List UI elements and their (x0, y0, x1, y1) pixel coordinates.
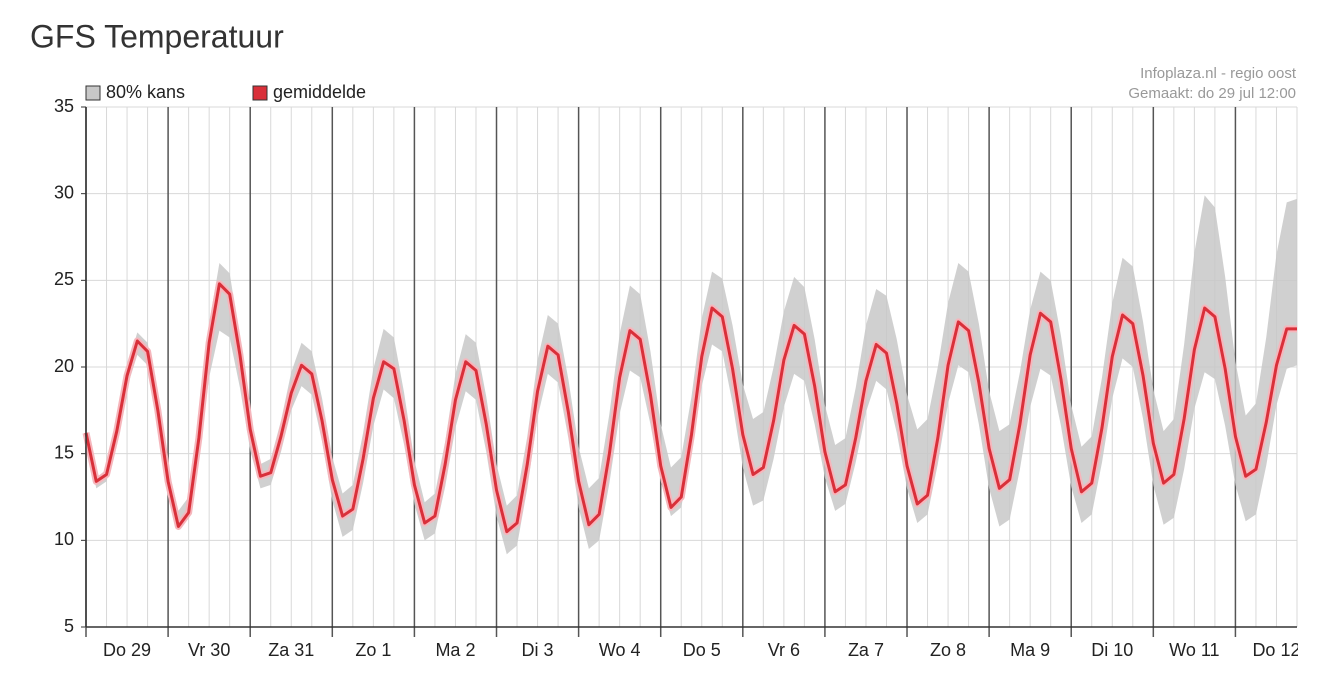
x-tick-label: Do 5 (683, 640, 721, 660)
x-tick-label: Do 12 (1252, 640, 1300, 660)
annotation: Infoplaza.nl - regio oost (1140, 65, 1297, 82)
legend-swatch (252, 85, 268, 101)
y-tick-label: 35 (54, 96, 74, 116)
y-tick-label: 15 (54, 442, 74, 462)
x-tick-label: Zo 1 (355, 640, 391, 660)
y-tick-label: 25 (54, 269, 74, 289)
x-tick-label: Do 29 (103, 640, 151, 660)
y-tick-label: 20 (54, 356, 74, 376)
y-tick-label: 10 (54, 529, 74, 549)
legend-swatch (85, 85, 101, 101)
confidence-band (86, 195, 1297, 555)
legend-label: gemiddelde (273, 82, 366, 102)
legend-label: 80% kans (106, 82, 185, 102)
x-tick-label: Vr 6 (768, 640, 800, 660)
x-tick-label: Za 31 (268, 640, 314, 660)
y-tick-label: 5 (64, 616, 74, 636)
x-tick-label: Zo 8 (930, 640, 966, 660)
x-labels: Do 29 Vr 30 Za 31 Zo 1 Ma 2 Di 3 Wo 4 Do 5 Vr 6 Z… (103, 640, 1300, 660)
x-tick-label: Ma 9 (1010, 640, 1050, 660)
line (84, 282, 1297, 534)
x-tick-label: Za 7 (848, 640, 884, 660)
x-tick-label: Wo 11 (1169, 640, 1219, 660)
x-tick-label: Vr 30 (188, 640, 230, 660)
y-tick-label: 30 (54, 182, 74, 202)
annotation: Gemaakt: do 29 jul 12:00 (1128, 85, 1296, 102)
x-tick-label: Ma 2 (435, 640, 475, 660)
chart-title: GFS Temperatuur (30, 18, 284, 54)
x-tick-label: Di 3 (522, 640, 554, 660)
x-tick-label: Wo 4 (599, 640, 641, 660)
x-tick-label: Di 10 (1091, 640, 1133, 660)
